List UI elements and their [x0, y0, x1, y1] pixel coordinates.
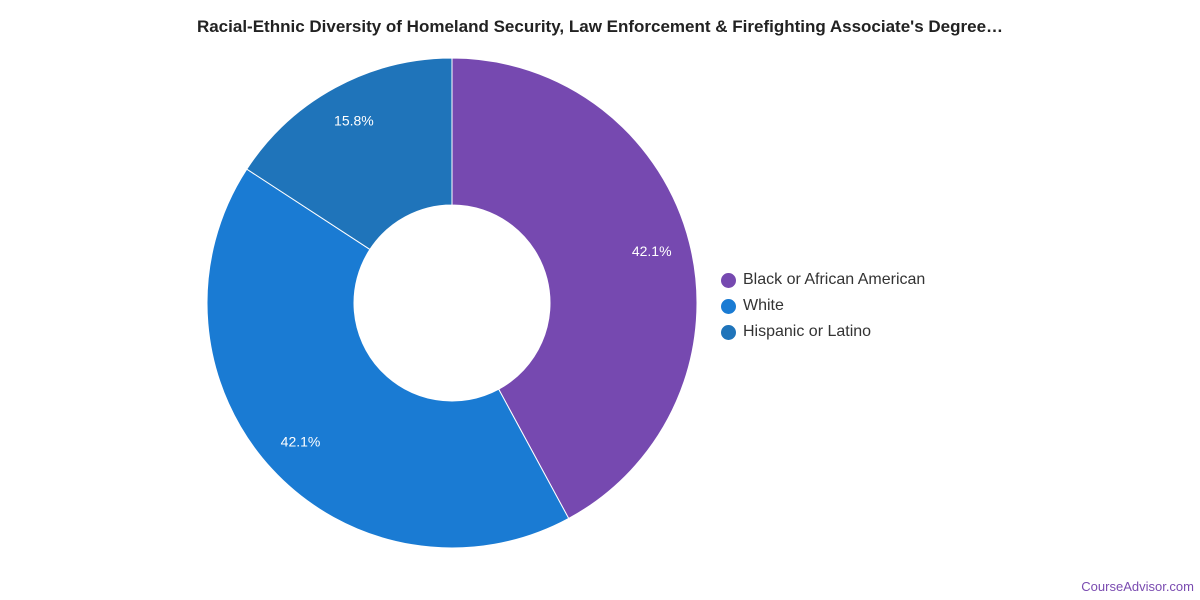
legend-swatch-hispanic-or-latino: [721, 324, 736, 340]
legend-swatch-black-or-african-american: [721, 272, 736, 288]
legend-item-black-or-african-american[interactable]: Black or African American: [721, 267, 925, 293]
slice-label-black-or-african-american: 42.1%: [632, 243, 672, 259]
legend-item-hispanic-or-latino[interactable]: Hispanic or Latino: [721, 319, 925, 345]
legend: Black or African American White Hispanic…: [721, 267, 925, 345]
slice-label-white: 42.1%: [281, 433, 321, 449]
legend-swatch-white: [721, 298, 736, 314]
source-credit[interactable]: CourseAdvisor.com: [1081, 579, 1194, 594]
slice-label-hispanic-or-latino: 15.8%: [334, 113, 374, 129]
chart-title: Racial-Ethnic Diversity of Homeland Secu…: [196, 17, 1004, 36]
slice-black-or-african-american[interactable]: [451, 57, 698, 520]
slice-hispanic-or-latino[interactable]: [246, 57, 453, 251]
legend-item-white[interactable]: White: [721, 293, 925, 319]
legend-label-black-or-african-american: Black or African American: [743, 271, 926, 288]
slice-white[interactable]: [206, 168, 570, 549]
legend-label-hispanic-or-latino: Hispanic or Latino: [743, 323, 872, 340]
legend-label-white: White: [743, 297, 784, 314]
